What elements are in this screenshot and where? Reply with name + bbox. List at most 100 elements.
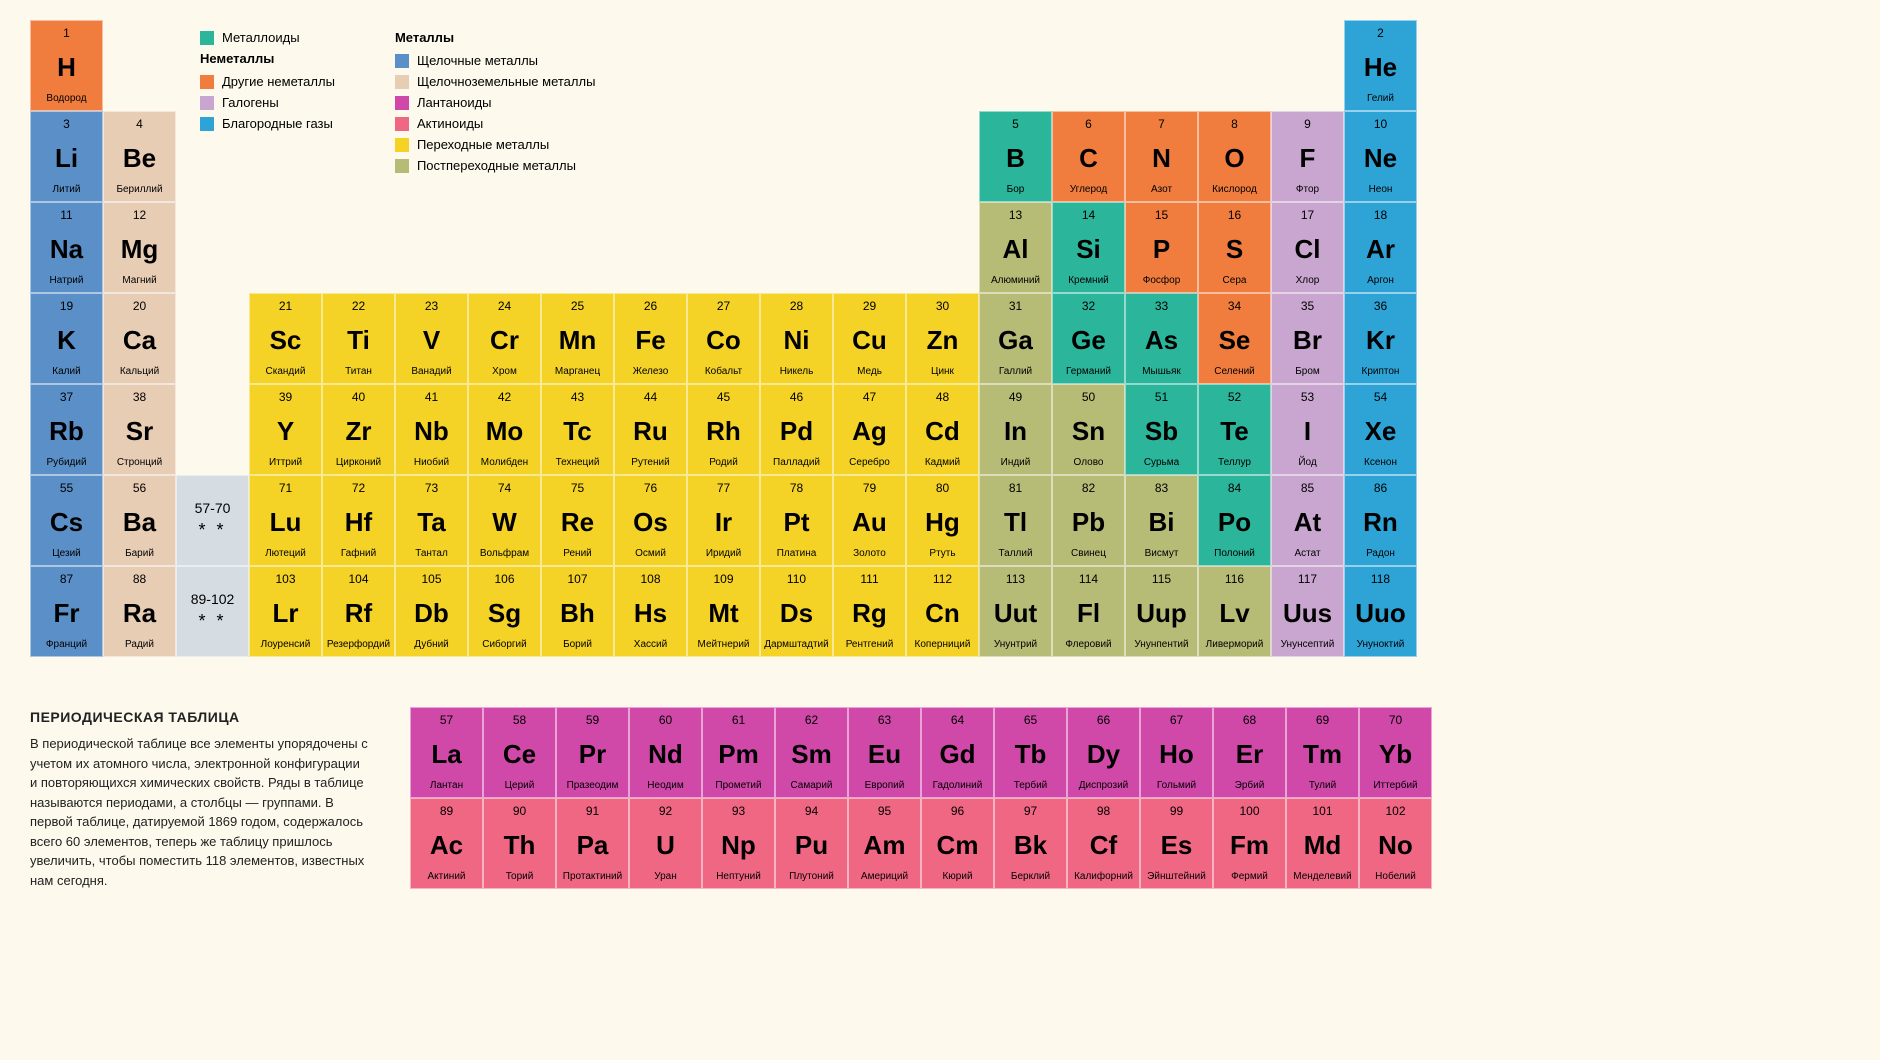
element-K: 19KКалий [30,293,103,384]
element-La: 57LaЛантан [410,707,483,798]
element-name: Марганец [555,366,600,377]
element-name: Тулий [1309,780,1336,791]
element-name: Унунпентий [1134,639,1188,650]
element-symbol: K [57,327,76,353]
element-symbol: H [57,54,76,80]
element-symbol: Cl [1295,236,1321,262]
atomic-number: 114 [1079,572,1098,586]
atomic-number: 36 [1374,299,1387,313]
element-name: Литий [53,184,81,195]
element-symbol: Bh [560,600,595,626]
element-O: 8OКислород [1198,111,1271,202]
element-W: 74WВольфрам [468,475,541,566]
element-Cs: 55CsЦезий [30,475,103,566]
element-symbol: Gd [939,741,975,767]
element-symbol: Eu [868,741,901,767]
element-Tb: 65TbТербий [994,707,1067,798]
atomic-number: 94 [805,804,818,818]
element-symbol: Am [864,832,906,858]
element-Pt: 78PtПлатина [760,475,833,566]
atomic-number: 13 [1009,208,1022,222]
stars-icon: * * [198,611,226,632]
element-name: Магний [122,275,156,286]
element-name: Бор [1007,184,1025,195]
element-Ge: 32GeГерманий [1052,293,1125,384]
element-name: Палладий [773,457,820,468]
element-name: Вольфрам [480,548,529,559]
element-name: Стронций [117,457,162,468]
element-name: Скандий [266,366,306,377]
element-Nd: 60NdНеодим [629,707,702,798]
element-name: Коперниций [915,639,971,650]
element-name: Нобелий [1375,871,1416,882]
legend-item: Щелочноземельные металлы [395,74,596,89]
atomic-number: 81 [1009,481,1022,495]
legend-label: Другие неметаллы [222,74,335,89]
element-symbol: Hs [634,600,667,626]
element-symbol: La [431,741,461,767]
element-symbol: Cm [937,832,979,858]
atomic-number: 25 [571,299,584,313]
atomic-number: 53 [1301,390,1314,404]
element-Pm: 61PmПрометий [702,707,775,798]
atomic-number: 41 [425,390,438,404]
atomic-number: 52 [1228,390,1241,404]
element-Os: 76OsОсмий [614,475,687,566]
atomic-number: 54 [1374,390,1387,404]
atomic-number: 24 [498,299,511,313]
element-symbol: Hf [345,509,372,535]
element-name: Лантан [430,780,463,791]
element-P: 15PФосфор [1125,202,1198,293]
atomic-number: 47 [863,390,876,404]
element-symbol: Mo [486,418,524,444]
element-symbol: B [1006,145,1025,171]
element-name: Барий [125,548,154,559]
atomic-number: 23 [425,299,438,313]
atomic-number: 74 [498,481,511,495]
swatch-icon [200,117,214,131]
element-symbol: Fm [1230,832,1269,858]
element-name: Гелий [1367,93,1394,104]
element-Ga: 31GaГаллий [979,293,1052,384]
atomic-number: 108 [640,572,660,586]
element-name: Гольмий [1157,780,1196,791]
element-name: Плутоний [789,871,834,882]
element-Lr: 103LrЛоуренсий [249,566,322,657]
element-Bi: 83BiВисмут [1125,475,1198,566]
atomic-number: 15 [1155,208,1168,222]
atomic-number: 49 [1009,390,1022,404]
element-He: 2HeГелий [1344,20,1417,111]
atomic-number: 96 [951,804,964,818]
legend-col-1: МеталлоидыНеметаллыДругие неметаллыГалог… [200,30,335,173]
atomic-number: 99 [1170,804,1183,818]
element-symbol: Cu [852,327,887,353]
element-symbol: Pm [718,741,758,767]
element-Uut: 113UutУнунтрий [979,566,1052,657]
atomic-number: 73 [425,481,438,495]
element-symbol: As [1145,327,1178,353]
element-symbol: Sm [791,741,831,767]
element-symbol: P [1153,236,1170,262]
atomic-number: 10 [1374,117,1387,131]
atomic-number: 58 [513,713,526,727]
element-name: Менделевий [1293,871,1351,882]
element-symbol: Sb [1145,418,1178,444]
atomic-number: 82 [1082,481,1095,495]
element-symbol: Bi [1149,509,1175,535]
legend-label: Щелочноземельные металлы [417,74,596,89]
element-name: Олово [1074,457,1104,468]
swatch-icon [395,138,409,152]
element-Ra: 88RaРадий [103,566,176,657]
element-Sc: 21ScСкандий [249,293,322,384]
legend-item: Галогены [200,95,335,110]
element-name: Натрий [50,275,84,286]
element-Tm: 69TmТулий [1286,707,1359,798]
element-Pu: 94PuПлутоний [775,798,848,889]
element-name: Криптон [1362,366,1400,377]
element-name: Гадолиний [933,780,983,791]
element-symbol: Nd [648,741,683,767]
element-name: Кобальт [705,366,742,377]
element-symbol: Dy [1087,741,1120,767]
element-name: Эрбий [1235,780,1265,791]
element-Uus: 117UusУнунсептий [1271,566,1344,657]
